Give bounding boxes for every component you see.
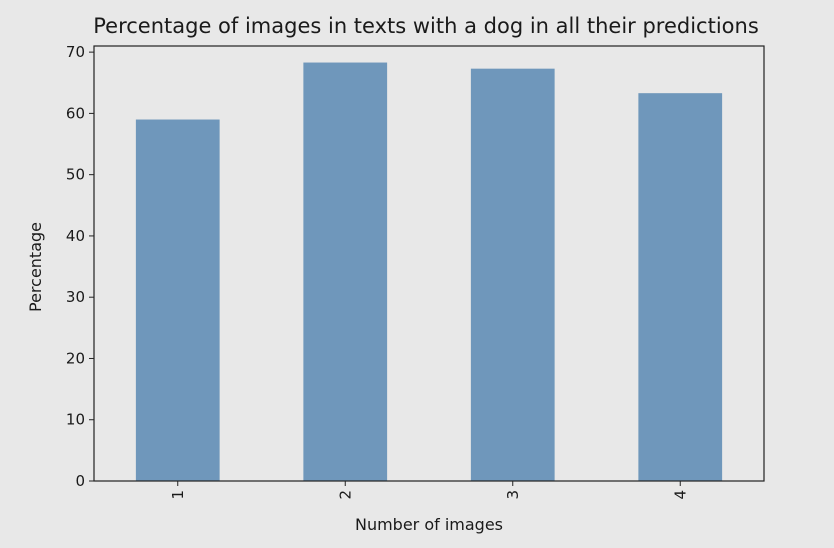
y-tick-label-50: 50 <box>66 166 85 184</box>
bar-2 <box>303 62 388 481</box>
y-tick-label-60: 60 <box>66 104 85 122</box>
x-tick-label-3: 3 <box>504 490 522 500</box>
x-axis-ticks: 1 2 3 4 <box>169 481 689 500</box>
bars-group <box>135 62 723 482</box>
y-tick-label-70: 70 <box>66 43 85 61</box>
y-axis-label: Percentage <box>26 222 45 312</box>
bar-3 <box>470 68 555 482</box>
chart-title: Percentage of images in texts with a dog… <box>93 14 759 38</box>
bar-1 <box>135 119 220 482</box>
x-tick-label-1: 1 <box>169 490 187 500</box>
y-axis-ticks: 0 10 20 30 40 50 60 70 <box>66 43 94 490</box>
y-tick-label-20: 20 <box>66 349 85 367</box>
bar-4 <box>638 93 723 481</box>
x-tick-label-4: 4 <box>671 490 689 500</box>
y-tick-label-0: 0 <box>75 472 85 490</box>
y-tick-label-40: 40 <box>66 227 85 245</box>
x-axis-label: Number of images <box>355 515 503 534</box>
x-tick-label-2: 2 <box>336 490 354 500</box>
axes-frame <box>93 45 765 482</box>
y-tick-label-30: 30 <box>66 288 85 306</box>
y-tick-label-10: 10 <box>66 411 85 429</box>
